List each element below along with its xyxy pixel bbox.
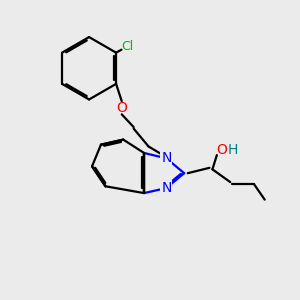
Text: N: N bbox=[161, 181, 172, 195]
Text: O: O bbox=[116, 101, 127, 115]
Text: Cl: Cl bbox=[121, 40, 134, 52]
Text: N: N bbox=[161, 151, 172, 165]
Text: O: O bbox=[216, 143, 227, 157]
Text: H: H bbox=[227, 143, 238, 157]
